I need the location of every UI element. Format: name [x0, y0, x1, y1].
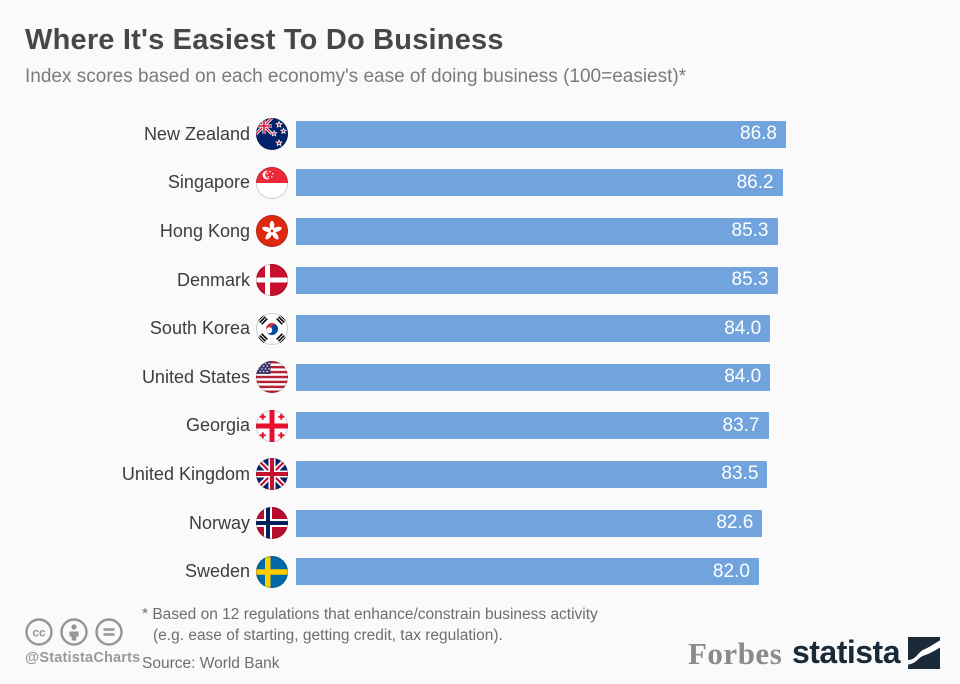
chart-row: Sweden 82.0	[0, 547, 960, 596]
statista-mark-icon	[908, 636, 940, 669]
country-label: United States	[141, 366, 250, 387]
footnote-line-1: * Based on 12 regulations that enhance/c…	[142, 606, 598, 623]
country-label: Norway	[188, 512, 250, 533]
bar: 85.3	[296, 217, 778, 245]
source-label: Source: World Bank	[142, 655, 280, 672]
forbes-logo: Forbes	[688, 636, 783, 671]
chart-header: Where It's Easiest To Do Business Index …	[25, 24, 935, 88]
country-label: Hong Kong	[159, 220, 250, 241]
country-label: South Korea	[149, 318, 250, 339]
new-zealand-flag-icon	[256, 118, 288, 151]
sweden-flag-icon	[256, 555, 288, 588]
chart-row: Georgia 83.7	[0, 402, 960, 451]
footnote-line-2: (e.g. ease of starting, getting credit, …	[153, 627, 503, 644]
license-block: cc @StatistaCharts	[25, 618, 140, 666]
svg-text:cc: cc	[32, 626, 46, 640]
singapore-flag-icon	[256, 166, 288, 199]
license-icons: cc	[25, 618, 140, 646]
bar: 83.7	[296, 412, 769, 440]
bar: 86.8	[296, 120, 786, 148]
page-subtitle: Index scores based on each economy's eas…	[25, 66, 687, 87]
bar: 85.3	[296, 266, 778, 294]
united-states-flag-icon	[256, 361, 288, 394]
bar-value-label: 86.2	[736, 171, 774, 193]
country-label: United Kingdom	[121, 463, 250, 484]
chart-footer: cc @StatistaCharts * Based on 12 re	[0, 600, 960, 684]
bar: 84.0	[296, 363, 771, 391]
chart-row: United States 84.0	[0, 353, 960, 402]
country-label: Sweden	[184, 561, 250, 582]
bar-value-label: 86.8	[740, 123, 777, 145]
bar: 84.0	[296, 315, 771, 343]
chart-row: Hong Kong 85.3	[0, 207, 960, 256]
country-label: Georgia	[185, 415, 250, 436]
bar-value-label: 85.3	[731, 269, 769, 291]
bar: 82.6	[296, 509, 763, 537]
chart-row: South Korea 84.0	[0, 304, 960, 353]
chart-row: Norway 82.6	[0, 499, 960, 548]
attribution-icon	[60, 618, 88, 646]
united-kingdom-flag-icon	[256, 458, 288, 491]
chart-row: United Kingdom 83.5	[0, 450, 960, 499]
south-korea-flag-icon	[256, 312, 288, 345]
statista-logo: statista	[792, 634, 940, 671]
bar: 82.0	[296, 558, 759, 586]
no-derivatives-icon	[95, 618, 123, 646]
bar-value-label: 85.3	[731, 220, 769, 242]
norway-flag-icon	[256, 507, 288, 540]
chart-row: Denmark 85.3	[0, 256, 960, 305]
bar-value-label: 83.5	[721, 463, 759, 485]
bar: 83.5	[296, 460, 768, 488]
bar: 86.2	[296, 169, 783, 197]
bar-value-label: 82.6	[716, 512, 754, 534]
footnote-block: * Based on 12 regulations that enhance/c…	[142, 604, 598, 674]
page-title: Where It's Easiest To Do Business	[25, 24, 504, 56]
georgia-flag-icon	[256, 409, 288, 442]
cc-icon: cc	[25, 618, 53, 646]
bar-value-label: 84.0	[724, 366, 762, 388]
statista-wordmark: statista	[791, 634, 901, 670]
country-label: Singapore	[167, 172, 250, 193]
bar-value-label: 84.0	[724, 317, 762, 339]
chart-row: New Zealand 86.8	[0, 110, 960, 159]
denmark-flag-icon	[256, 264, 288, 297]
bar-chart: New Zealand 86.8 Singapore 86.2 Hong Kon…	[0, 110, 960, 596]
country-label: New Zealand	[143, 123, 250, 144]
country-label: Denmark	[176, 269, 250, 290]
chart-row: Singapore 86.2	[0, 159, 960, 208]
hong-kong-flag-icon	[256, 215, 288, 248]
bar-value-label: 82.0	[712, 560, 750, 582]
statista-charts-handle: @StatistaCharts	[25, 650, 141, 666]
bar-value-label: 83.7	[722, 414, 760, 436]
